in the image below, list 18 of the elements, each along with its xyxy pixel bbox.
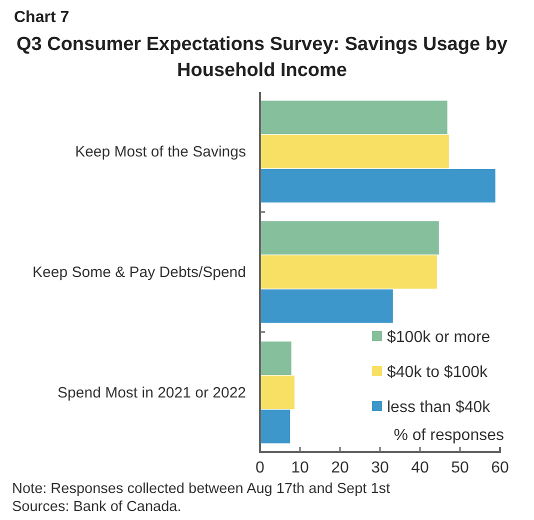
x-tick-label: 0 (256, 459, 265, 476)
y-tick-label: Keep Some & Pay Debts/Spend (32, 264, 246, 281)
chart-title: Q3 Consumer Expectations Survey: Savings Usage by Household Income (16, 34, 508, 81)
legend-label: $100k or more (387, 329, 490, 346)
y-tick-label: Spend Most in 2021 or 2022 (58, 384, 246, 402)
x-tick-label: 10 (291, 459, 309, 476)
x-axis-title: % of responses (394, 427, 504, 444)
text: Note: Responses collected between Aug 17th and Sept 1st (12, 481, 390, 497)
y-tick-label: Keep Most of the Savings (75, 144, 246, 161)
x-tick-label: 50 (451, 459, 469, 476)
x-tick-label: 40 (411, 459, 429, 476)
x-tick-label: 20 (331, 459, 349, 476)
x-tick-label: 60 (491, 459, 509, 476)
text: Chart 7 (14, 9, 70, 26)
legend-label: less than $40k (387, 399, 492, 416)
source-note: Sources: Bank of Canada. (12, 499, 182, 515)
legend-label: $40k to $100k (387, 364, 489, 381)
x-tick-label: 30 (371, 459, 389, 476)
